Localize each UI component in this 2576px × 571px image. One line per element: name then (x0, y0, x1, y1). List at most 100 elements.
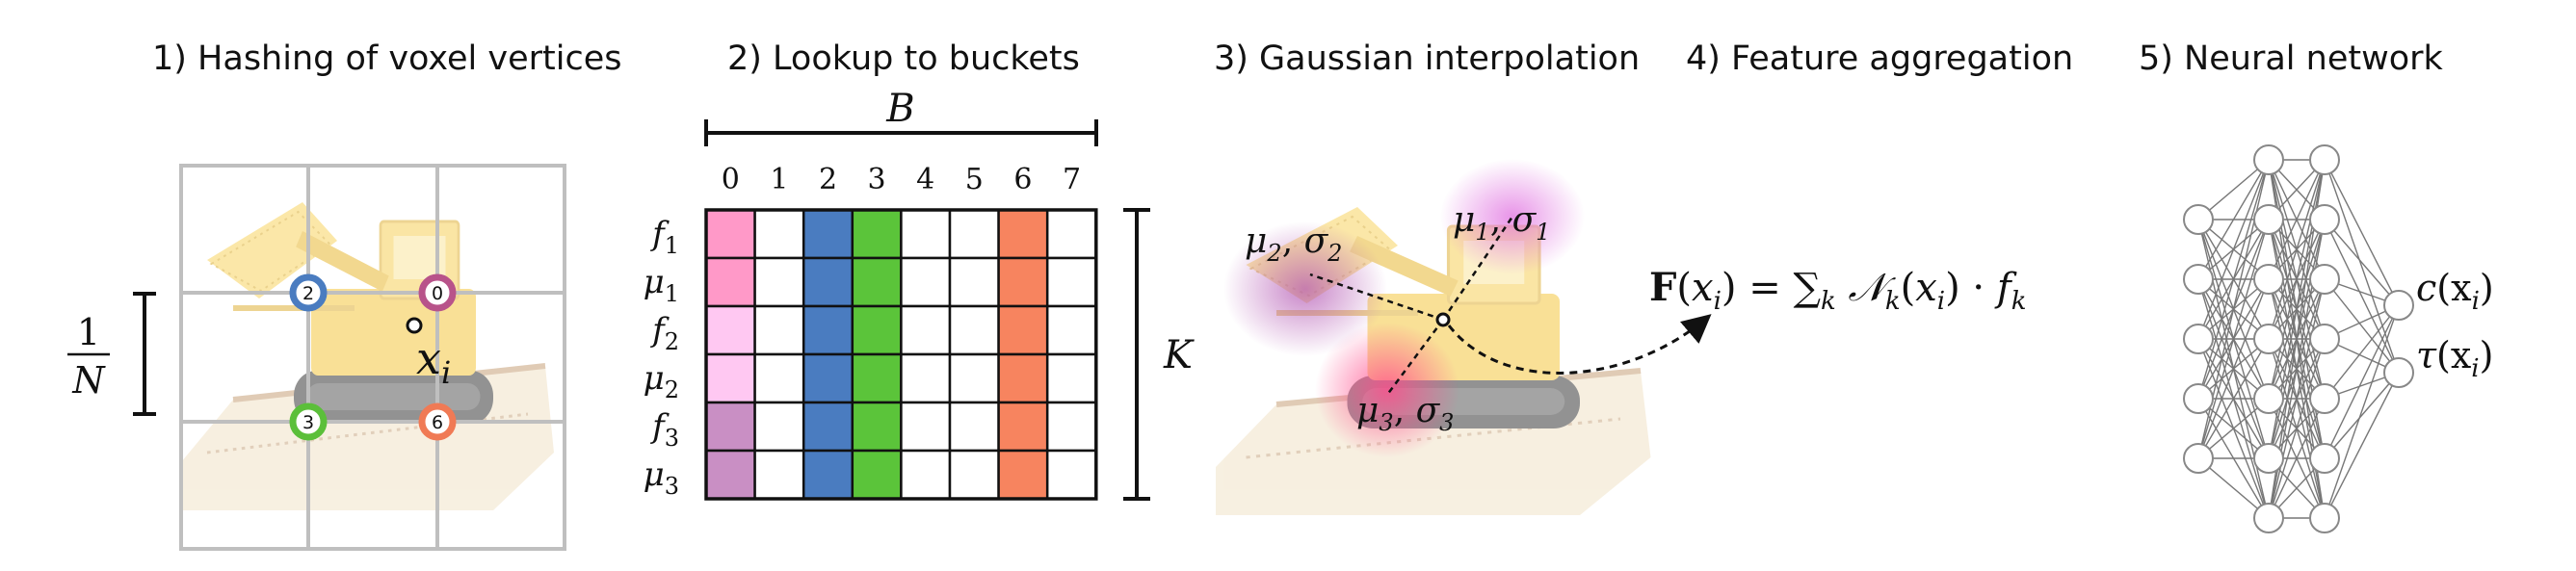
scale-bar: 1 N (67, 292, 156, 416)
step-4-title: 4) Feature aggregation (1686, 39, 2073, 78)
table-cell (802, 401, 854, 453)
table-cell (851, 352, 903, 404)
table-cell (948, 449, 1000, 501)
svg-text:6: 6 (432, 412, 443, 433)
network-node-layer-3 (2383, 357, 2414, 388)
table-cell (997, 352, 1049, 404)
table-cell (900, 256, 952, 308)
table-cell (1045, 208, 1098, 260)
table-cell (948, 352, 1000, 404)
column-label-3: 3 (868, 163, 886, 196)
network-edge (2268, 159, 2326, 280)
scale-numerator: 1 (77, 311, 100, 353)
network-edge (2268, 338, 2326, 519)
table-cell (704, 449, 756, 501)
network-node-layer-1 (2253, 383, 2284, 414)
row-label-2: f2 (649, 311, 679, 355)
voxel-grid (179, 164, 566, 551)
table-cell (851, 208, 903, 260)
vertex-badge-2: 2 (289, 273, 328, 312)
table-cell (900, 401, 952, 453)
table-cell (753, 256, 805, 308)
table-cell (704, 401, 756, 453)
network-edge (2197, 278, 2270, 459)
output-density-label: τ(xi) (2416, 334, 2493, 383)
table-cell (753, 449, 805, 501)
network-node-layer-0 (2183, 204, 2214, 235)
network-node-layer-0 (2183, 264, 2214, 295)
network-edge (2324, 304, 2400, 519)
svg-text:3: 3 (302, 412, 314, 433)
table-cell (1045, 256, 1098, 308)
network-node-layer-1 (2253, 443, 2284, 474)
panel-neural-network: c(xi) τ(xi) (2183, 144, 2494, 533)
gaussian-1-label: μ1, σ1 (1453, 200, 1550, 246)
gaussian-1-blob (1440, 159, 1585, 274)
network-diagram (2183, 144, 2414, 533)
query-point-label: xi (416, 332, 451, 391)
network-edge (2197, 219, 2270, 459)
network-node-layer-2 (2309, 443, 2340, 474)
table-cell (997, 304, 1049, 356)
gaussian-2-label: μ2, σ2 (1245, 221, 1342, 267)
table-cell (948, 401, 1000, 453)
row-label-4: f3 (649, 407, 679, 452)
interp-point (1435, 312, 1451, 327)
table-cell (948, 304, 1000, 356)
table-cell (900, 352, 952, 404)
network-node-layer-3 (2383, 290, 2414, 321)
table-cell (948, 256, 1000, 308)
table-cell (997, 256, 1049, 308)
svg-text:2: 2 (302, 283, 314, 304)
table-cell (851, 401, 903, 453)
query-point (406, 317, 423, 334)
network-node-layer-1 (2253, 503, 2284, 533)
step-5-title: 5) Neural network (2139, 39, 2444, 78)
aggregation-arrow (1447, 314, 1712, 375)
table-cell (753, 304, 805, 356)
table-cell (704, 208, 756, 260)
network-node-layer-0 (2183, 324, 2214, 354)
column-label-1: 1 (770, 163, 788, 196)
panel-hashing: 1 N xi 2 0 3 (67, 164, 566, 551)
network-edge (2268, 159, 2326, 340)
table-cell (704, 304, 756, 356)
gaussian-3-label: μ3, σ3 (1356, 391, 1454, 436)
network-node-layer-1 (2253, 144, 2284, 175)
step-3-title: 3) Gaussian interpolation (1214, 39, 1640, 78)
table-cell (900, 208, 952, 260)
network-edge (2324, 372, 2400, 519)
network-node-layer-1 (2253, 264, 2284, 295)
buckets-label: B (885, 87, 914, 131)
step-1-title: 1) Hashing of voxel vertices (152, 39, 622, 78)
table-cell (704, 352, 756, 404)
column-label-2: 2 (819, 163, 837, 196)
column-label-5: 5 (965, 163, 984, 196)
network-node-layer-0 (2183, 383, 2214, 414)
table-cell (997, 449, 1049, 501)
network-node-layer-2 (2309, 324, 2340, 354)
output-color-label: c(xi) (2416, 267, 2494, 316)
table-cell (802, 352, 854, 404)
network-edge (2324, 278, 2400, 374)
table-cell (1045, 449, 1098, 501)
table-cell (753, 401, 805, 453)
network-edge (2197, 159, 2270, 280)
row-label-1: μ1 (644, 263, 679, 307)
table-border (704, 208, 1098, 501)
table-cell (1045, 304, 1098, 356)
table-cell (997, 401, 1049, 453)
table-cell (851, 256, 903, 308)
table-cell (1045, 352, 1098, 404)
table-cell (851, 449, 903, 501)
table-cell (802, 449, 854, 501)
network-node-layer-2 (2309, 503, 2340, 533)
panel-aggregation: F(xi) = ∑k 𝒩k(xi) · fk (1649, 265, 2026, 316)
network-edge (2324, 219, 2400, 374)
table-cell (753, 352, 805, 404)
network-edge (2324, 159, 2400, 306)
table-cell (1045, 401, 1098, 453)
network-node-layer-1 (2253, 324, 2284, 354)
